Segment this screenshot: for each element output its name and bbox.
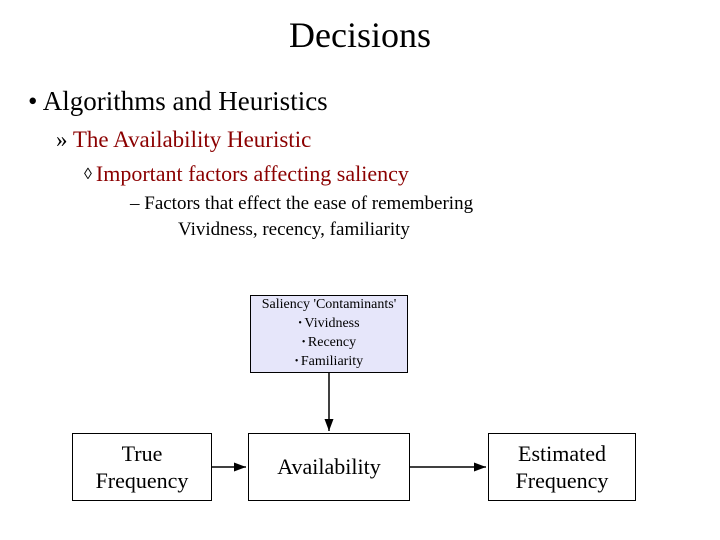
- saliency-box-header: Saliency 'Contaminants': [262, 296, 397, 315]
- bullet-l1-text: Algorithms and Heuristics: [43, 86, 328, 116]
- estimated-frequency-label-1: Estimated: [518, 440, 606, 468]
- bullet-l5: Vividness, recency, familiarity: [178, 219, 720, 241]
- saliency-item-2: Familiarity: [295, 353, 363, 372]
- estimated-frequency-box: Estimated Frequency: [488, 433, 636, 501]
- true-frequency-box: True Frequency: [72, 433, 212, 501]
- flow-diagram: Saliency 'Contaminants' Vividness Recenc…: [0, 295, 720, 535]
- bullet-l3: Important factors affecting saliency: [84, 161, 720, 187]
- bullet-l1: Algorithms and Heuristics: [28, 86, 720, 117]
- availability-label-1: Availability: [277, 453, 380, 481]
- bullet-l4-text: Factors that effect the ease of remember…: [144, 193, 473, 214]
- true-frequency-label-1: True: [122, 440, 163, 468]
- saliency-item-0: Vividness: [298, 315, 359, 334]
- availability-box: Availability: [248, 433, 410, 501]
- bullet-l5-text: Vividness, recency, familiarity: [178, 219, 410, 240]
- true-frequency-label-2: Frequency: [96, 467, 189, 495]
- bullet-l4: Factors that effect the ease of remember…: [130, 193, 720, 215]
- bullet-l2-text: The Availability Heuristic: [73, 127, 311, 152]
- saliency-contaminants-box: Saliency 'Contaminants' Vividness Recenc…: [250, 295, 408, 373]
- bullet-l3-text: Important factors affecting saliency: [96, 161, 409, 186]
- page-title: Decisions: [0, 0, 720, 56]
- bullet-outline: Algorithms and Heuristics The Availabili…: [28, 86, 720, 241]
- bullet-l2: The Availability Heuristic: [56, 127, 720, 153]
- saliency-item-1: Recency: [302, 334, 356, 353]
- estimated-frequency-label-2: Frequency: [516, 467, 609, 495]
